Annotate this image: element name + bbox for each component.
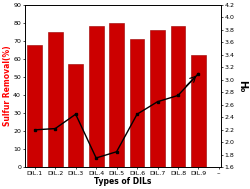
- Bar: [89, 26, 104, 167]
- Y-axis label: H₀: H₀: [237, 80, 247, 92]
- Bar: [150, 30, 165, 167]
- Bar: [68, 64, 83, 167]
- X-axis label: Types of DILs: Types of DILs: [94, 177, 152, 186]
- Bar: [130, 39, 144, 167]
- Bar: [109, 23, 124, 167]
- Bar: [191, 55, 206, 167]
- Bar: [28, 45, 42, 167]
- Y-axis label: Sulfur Removal(%): Sulfur Removal(%): [3, 46, 12, 126]
- Bar: [48, 32, 62, 167]
- Bar: [171, 26, 185, 167]
